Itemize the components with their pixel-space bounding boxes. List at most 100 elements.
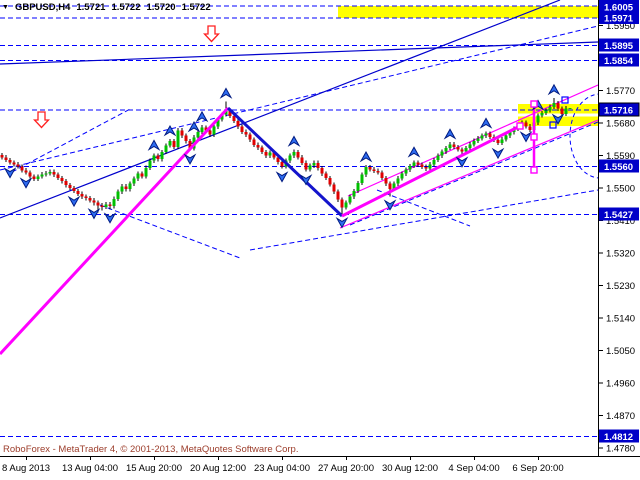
candle-body: [176, 130, 180, 147]
plot-layer: [0, 0, 598, 437]
magenta-selection-handle: [530, 133, 538, 141]
blue-selection-handle: [549, 121, 557, 129]
swing-up-arrow-icon: [443, 128, 457, 140]
candle-body: [496, 140, 500, 143]
candle-body: [300, 157, 304, 163]
dashed-trendline: [99, 204, 241, 259]
candle-body: [48, 171, 52, 174]
swing-up-arrow-icon: [219, 87, 233, 99]
price-badge-label: 1.5971: [604, 14, 634, 25]
time-tick-label: 15 Aug 20:00: [126, 463, 182, 474]
dashed-trendline: [11, 107, 133, 173]
candle-body: [148, 160, 152, 168]
candle-body: [472, 140, 476, 145]
candle-body: [544, 110, 548, 113]
candle-body: [312, 162, 316, 166]
price-badge-label: 1.6005: [604, 3, 634, 14]
candle-body: [368, 167, 372, 170]
dashed-trendline: [249, 189, 598, 251]
magenta-selection-handle: [530, 166, 538, 174]
candle-body: [324, 173, 328, 178]
candle-body: [24, 170, 28, 173]
candle-body: [436, 155, 440, 160]
candle-body: [556, 103, 560, 109]
swing-down-arrow-icon: [19, 177, 33, 189]
price-tick-label: 1.5140: [606, 314, 635, 325]
candle-body: [208, 130, 212, 135]
candle-body: [568, 107, 572, 109]
candle-body: [304, 162, 308, 170]
price-level-badge: [599, 429, 639, 443]
candle-body: [356, 183, 360, 191]
candle-body: [40, 174, 44, 177]
solid-trendline: [0, 41, 598, 65]
candle-body: [68, 185, 72, 189]
candle-body: [388, 183, 392, 189]
candle-body: [164, 145, 168, 152]
candle-body: [124, 186, 128, 190]
candle-body: [172, 141, 176, 147]
price-tick-label: 1.5500: [606, 184, 635, 195]
candle-body: [408, 166, 412, 170]
candle-body: [448, 144, 452, 149]
candle-body: [104, 204, 108, 207]
swing-up-arrow-icon: [163, 124, 177, 137]
bar-high-value: 1.5722: [111, 2, 141, 13]
time-tick-label: 8 Aug 2013: [2, 463, 50, 474]
bar-close-value: 1.5722: [181, 2, 211, 13]
price-tick-label: 1.5230: [606, 281, 635, 292]
swing-down-arrow-icon: [87, 208, 101, 220]
candle-body: [276, 157, 280, 163]
price-level-badge: [599, 53, 639, 67]
swing-down-arrow-icon: [335, 217, 349, 229]
swing-up-arrow-icon: [187, 120, 201, 133]
candle-body: [196, 131, 200, 138]
target-zone: [338, 5, 598, 19]
candle-body: [380, 172, 384, 178]
swing-up-arrow-icon: [287, 135, 301, 147]
swing-down-arrow-icon: [519, 131, 533, 143]
time-tick-label: 4 Sep 04:00: [448, 463, 499, 474]
candle-body: [348, 196, 352, 203]
swing-up-arrow-icon: [195, 110, 209, 123]
candle-body: [144, 167, 148, 177]
candle-body: [80, 193, 84, 197]
candle-body: [0, 155, 4, 158]
candle-body: [36, 176, 40, 180]
candle-body: [108, 204, 112, 207]
candle-body: [392, 183, 396, 189]
red-signal-arrow-icon: [33, 111, 50, 129]
price-tick-label: 1.5590: [606, 151, 635, 162]
candle-body: [28, 172, 32, 177]
candle-body: [44, 173, 48, 175]
candle-body: [308, 165, 312, 170]
candle-body: [340, 199, 344, 208]
candle-body: [180, 130, 184, 136]
candle-body: [216, 119, 220, 127]
price-badge-label: 1.5895: [604, 41, 634, 52]
candle-body: [364, 167, 368, 175]
candle-body: [12, 162, 16, 165]
candle-body: [424, 166, 428, 169]
candle-body: [376, 170, 380, 173]
magenta-channel-line: [339, 119, 598, 229]
candle-body: [412, 162, 416, 167]
swing-down-arrow-icon: [3, 167, 17, 179]
candle-body: [232, 115, 236, 121]
candle-body: [504, 135, 508, 140]
symbol-dropdown-icon[interactable]: ▼: [2, 4, 9, 11]
candle-body: [432, 159, 436, 165]
candle-body: [112, 198, 116, 207]
swing-down-arrow-icon: [183, 153, 197, 165]
candle-body: [452, 144, 456, 147]
price-level-badge: [599, 159, 639, 173]
swing-down-arrow-icon: [383, 199, 397, 211]
candle-body: [268, 152, 272, 156]
candle-body: [16, 164, 20, 167]
candle-body: [120, 186, 124, 192]
magenta-channel-line: [347, 84, 598, 197]
candle-body: [184, 135, 188, 142]
candle-body: [444, 148, 448, 152]
candle-body: [360, 174, 364, 184]
